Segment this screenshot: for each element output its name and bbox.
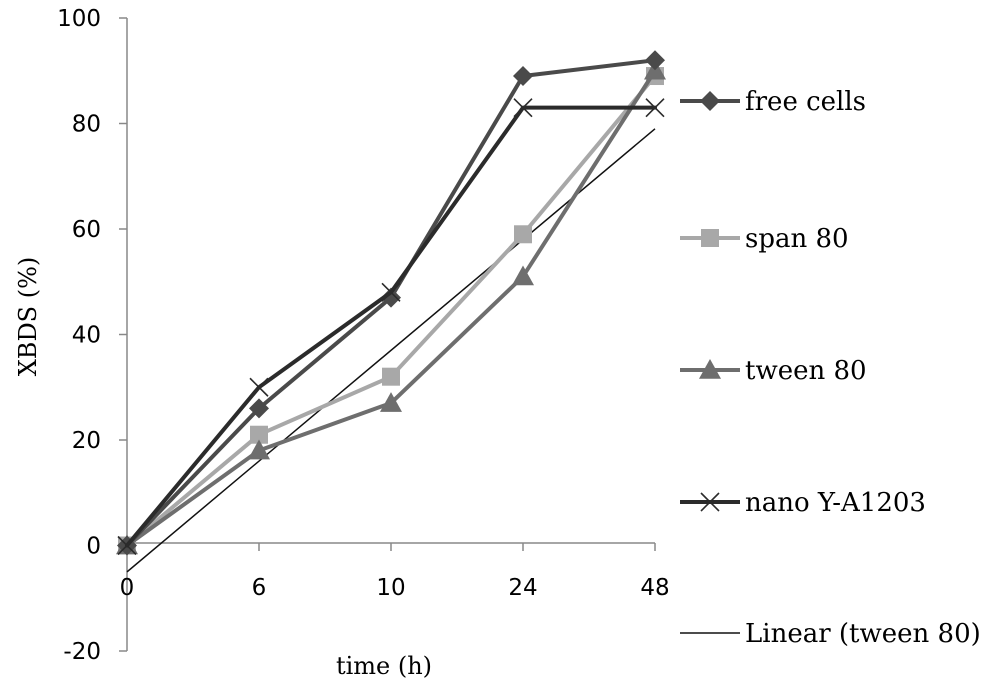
data-point-free-cells-48 (645, 50, 665, 71)
legend-swatch-marker (701, 229, 719, 247)
data-point-nano-y-a1203-0 (117, 535, 137, 556)
x-marker-stroke (381, 282, 401, 302)
series-span-80 (118, 67, 664, 555)
series-line-tween-80 (125, 68, 657, 548)
data-point-free-cells-10 (381, 287, 401, 308)
y-tick-label: 40 (72, 323, 101, 349)
legend-label: nano Y-A1203 (745, 488, 926, 518)
x-marker-stroke (249, 377, 269, 397)
y-axis-title: XBDS (%) (14, 257, 42, 377)
y-tick-label: 20 (72, 428, 101, 454)
data-point-span-80-6 (250, 425, 268, 444)
x-axis-title: time (h) (336, 652, 432, 680)
data-point-nano-y-a1203-24 (513, 98, 533, 118)
axes-layer: -20 0 20 40 60 80 100 0 6 10 24 48 XBDS (%) time (h) (14, 6, 670, 680)
data-point-nano-y-a1203-10 (381, 282, 401, 302)
x-tick-label: 0 (120, 575, 135, 601)
data-point-nano-y-a1203-6 (249, 377, 269, 397)
y-tick-label: 100 (57, 6, 101, 32)
legend-label: free cells (745, 87, 866, 117)
data-point-free-cells-24 (513, 66, 533, 87)
legend-label: Linear (tween 80) (745, 619, 981, 649)
data-point-free-cells-6 (249, 398, 269, 419)
legend-label: tween 80 (745, 356, 867, 386)
legend-swatch-marker (700, 91, 720, 111)
legend-item-span-80: span 80 (680, 224, 849, 254)
legend: free cells span 80 tween 80 nano Y-A1203 Lin… (680, 87, 981, 649)
y-tick-label: -20 (63, 639, 101, 665)
x-marker-stroke (645, 98, 665, 118)
legend-item-nano-y-a1203: nano Y-A1203 (680, 488, 926, 518)
x-tick-label: 6 (252, 575, 267, 601)
trendline-linear-tween-80 (126, 128, 656, 573)
y-tick-label: 60 (72, 217, 101, 243)
data-point-span-80-24 (514, 225, 532, 244)
trendline-layer (126, 128, 656, 573)
legend-label: span 80 (745, 224, 849, 254)
data-point-nano-y-a1203-48 (645, 98, 665, 118)
series-line-span-80 (125, 74, 657, 548)
x-tick-label: 48 (640, 575, 669, 601)
legend-swatch-marker (700, 492, 720, 512)
legend-item-linear-tween-80: Linear (tween 80) (680, 619, 981, 649)
series-nano-y-a1203 (117, 98, 665, 556)
data-point-tween-80-10 (380, 392, 402, 412)
data-point-tween-80-24 (512, 265, 534, 286)
data-point-span-80-10 (382, 367, 400, 386)
y-tick-label: 80 (72, 112, 101, 138)
x-tick-label: 24 (508, 575, 537, 601)
x-marker-stroke (513, 98, 533, 118)
x-tick-label: 10 (376, 575, 405, 601)
legend-item-free-cells: free cells (680, 87, 866, 117)
x-marker-stroke (700, 492, 720, 512)
series-layer (116, 50, 666, 556)
legend-swatch-marker (699, 359, 721, 379)
series-free-cells (117, 50, 665, 556)
legend-item-tween-80: tween 80 (680, 356, 867, 386)
data-point-tween-80-6 (248, 439, 270, 460)
y-tick-label: 0 (86, 534, 101, 560)
x-marker-stroke (117, 535, 137, 556)
